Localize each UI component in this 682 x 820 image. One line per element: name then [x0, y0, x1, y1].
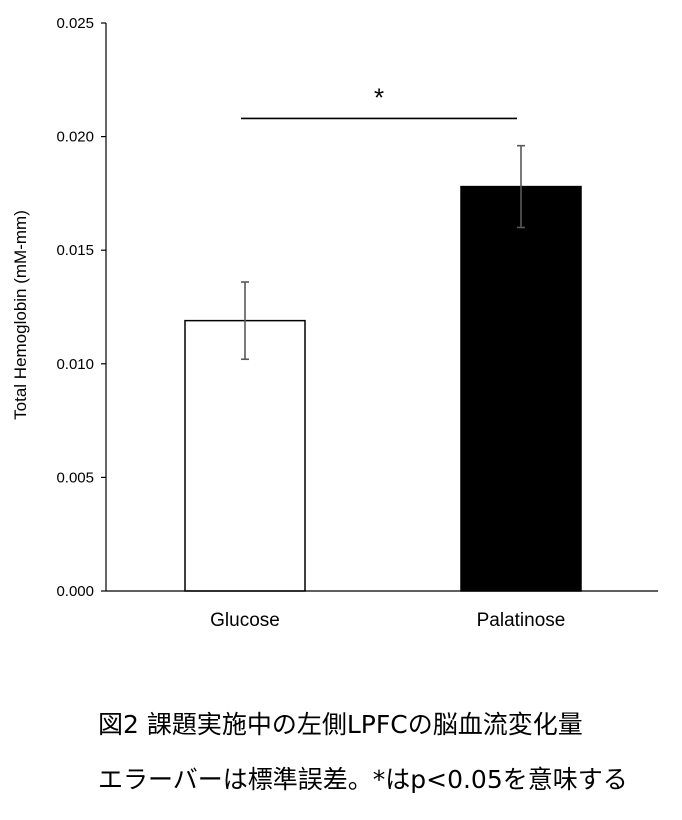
figure-caption-note: エラーバーは標準誤差。*はp<0.05を意味する	[98, 765, 628, 794]
bar-glucose	[184, 319, 306, 592]
x-category-label: Palatinose	[477, 610, 566, 631]
y-tick-label: 0.010	[56, 356, 94, 373]
x-category-label: Glucose	[210, 610, 280, 631]
y-tick-label: 0.015	[56, 242, 94, 259]
bar-palatinose	[460, 185, 582, 592]
significance-asterisk: *	[374, 82, 384, 112]
figure-caption-title: 図2 課題実施中の左側LPFCの脳血流変化量	[98, 710, 583, 739]
y-tick-label: 0.020	[56, 129, 94, 146]
y-axis-title: Total Hemoglobin (mM-mm)	[11, 210, 30, 420]
chart-svg: 0.000 0.005 0.010 0.015 0.020 0.025 Total Hemo…	[11, 15, 658, 631]
y-tick-label: 0.000	[56, 583, 94, 600]
y-tick-label: 0.005	[56, 469, 94, 486]
bar-chart: 0.000 0.005 0.010 0.015 0.020 0.025 Total Hemo…	[11, 15, 658, 631]
y-tick-label: 0.025	[56, 15, 94, 32]
